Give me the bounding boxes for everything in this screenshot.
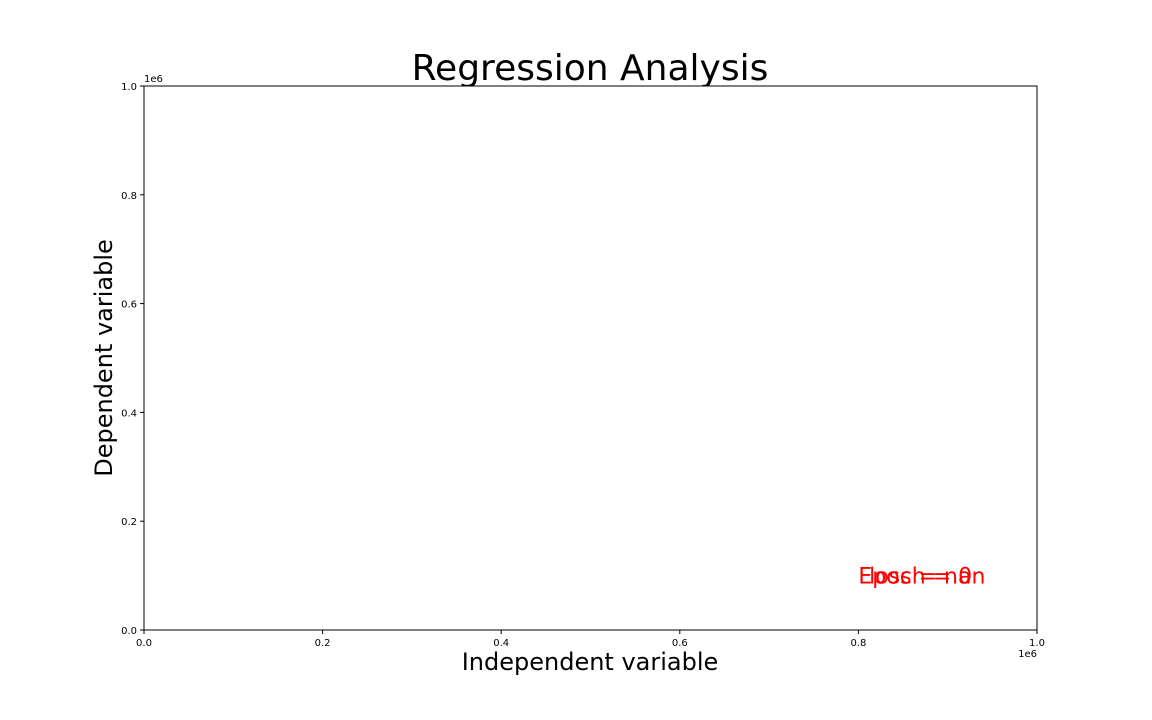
chart-title: Regression Analysis	[412, 48, 769, 89]
y-axis-label: Dependent variable	[90, 239, 118, 477]
x-offset-label: 1e6	[1018, 649, 1037, 660]
x-tick-label: 1.0	[1029, 638, 1045, 649]
annotation-text: loss = nan	[869, 565, 985, 590]
y-axis: 0.0 0.2 0.4 0.6 0.8 1.0	[121, 82, 144, 637]
x-tick-label: 0.2	[315, 638, 331, 649]
y-tick-label: 0.6	[121, 300, 137, 311]
y-offset-label: 1e6	[144, 74, 163, 85]
x-tick-label: 0.4	[493, 638, 509, 649]
x-axis-label: Independent variable	[462, 648, 719, 676]
x-tick-label: 0.0	[136, 638, 152, 649]
plot-area	[143, 85, 1038, 631]
x-tick-label: 0.6	[672, 638, 688, 649]
y-tick-label: 0.2	[121, 517, 137, 528]
x-axis: 0.0 0.2 0.4 0.6 0.8 1.0	[136, 630, 1045, 649]
y-tick-label: 0.8	[121, 191, 137, 202]
y-tick-label: 0.4	[121, 408, 137, 419]
y-tick-label: 0.0	[121, 626, 137, 637]
x-tick-label: 0.8	[850, 638, 866, 649]
annotation-text: Epoch = 0	[858, 565, 972, 590]
y-tick-label: 1.0	[121, 82, 137, 93]
